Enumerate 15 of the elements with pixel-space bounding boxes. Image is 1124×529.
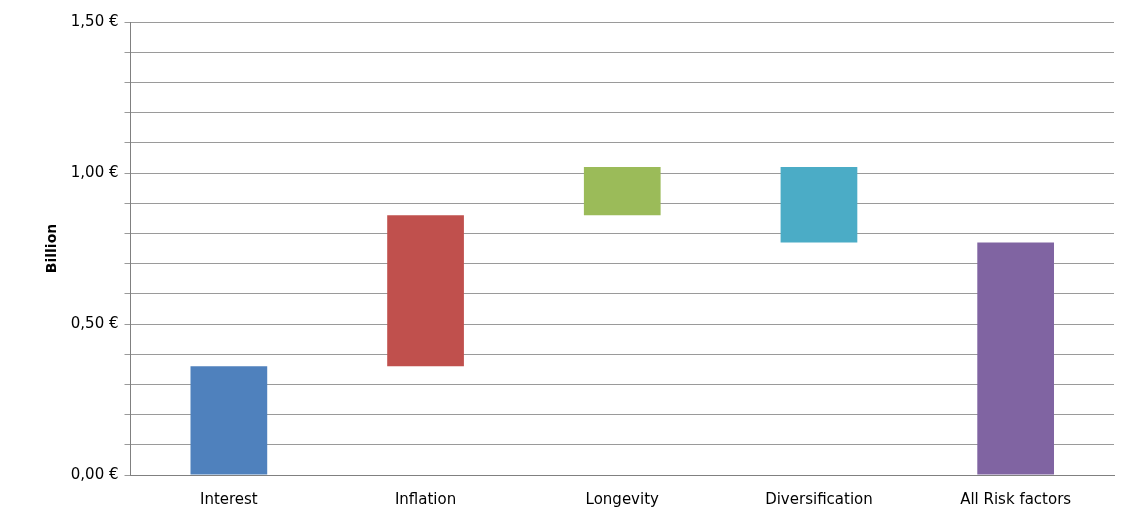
y-tick-label: 1,50 € — [70, 11, 119, 30]
x-tick-label: Inflation — [394, 489, 457, 508]
bar — [387, 215, 464, 367]
bar — [977, 242, 1055, 475]
bar — [583, 166, 661, 216]
bar — [190, 366, 268, 475]
y-tick-label: 0,00 € — [70, 464, 119, 483]
x-tick-label: All Risk factors — [960, 489, 1072, 508]
x-tick-label: Longevity — [585, 489, 660, 508]
bar — [780, 166, 858, 243]
y-axis-title: Billion — [43, 223, 60, 274]
x-tick-label: Interest — [199, 489, 258, 508]
y-tick-label: 0,50 € — [70, 313, 119, 332]
x-tick-label: Diversification — [765, 489, 873, 508]
y-tick-label: 1,00 € — [70, 162, 119, 181]
